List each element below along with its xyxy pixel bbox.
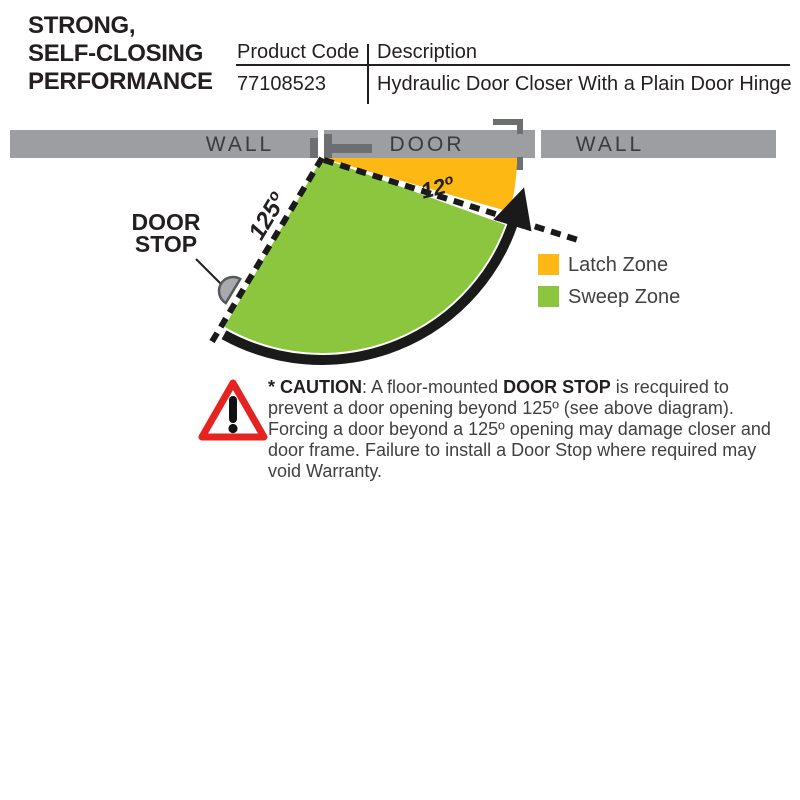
latch-zone-legend-label: Latch Zone: [568, 254, 669, 276]
sweep-angle-label: 125º: [243, 188, 292, 245]
product-code-value: 77108523: [237, 73, 326, 95]
latch-angle-label: 12º: [418, 171, 456, 204]
hinge-leaf: [310, 138, 318, 158]
door-stop-icon: [217, 275, 242, 305]
sweep-boundary-dashed-line: [207, 156, 325, 347]
bracket-bottom-vertical: [517, 157, 523, 170]
door-stop-label: DOOR STOP: [131, 209, 201, 257]
caution-body-1: : A floor-mounted: [362, 377, 504, 397]
warning-triangle-icon: [198, 379, 268, 441]
hinge-pin: [324, 134, 332, 162]
wall-segment-right: [541, 130, 776, 158]
caution-door-stop-ref: DOOR STOP: [503, 377, 611, 397]
bracket-top-horizontal: [493, 119, 523, 125]
wall-segment-left: [10, 130, 318, 158]
table-vertical-rule: [367, 44, 369, 104]
column-header-description: Description: [377, 41, 478, 63]
latch-zone-swatch: [538, 254, 559, 275]
wall-left-label: WALL: [205, 133, 275, 156]
page-title: STRONG, SELF-CLOSING PERFORMANCE: [28, 12, 213, 95]
door-label: DOOR: [389, 133, 465, 156]
caution-label: * CAUTION: [268, 377, 362, 397]
wall-right-label: WALL: [575, 133, 645, 156]
closer-body: [332, 144, 372, 153]
bracket-top-vertical: [517, 119, 523, 134]
sweep-zone-legend-label: Sweep Zone: [568, 286, 681, 308]
sweep-zone-swatch: [538, 286, 559, 307]
column-header-product-code: Product Code: [237, 41, 360, 63]
caution-text: * CAUTION: A floor-mounted DOOR STOP is …: [268, 377, 792, 482]
table-horizontal-rule: [236, 64, 790, 66]
description-value: Hydraulic Door Closer With a Plain Door …: [377, 73, 792, 95]
caution-body-2: is recquired to prevent a door opening b…: [268, 377, 771, 481]
door-stop-leader-line: [195, 258, 227, 290]
